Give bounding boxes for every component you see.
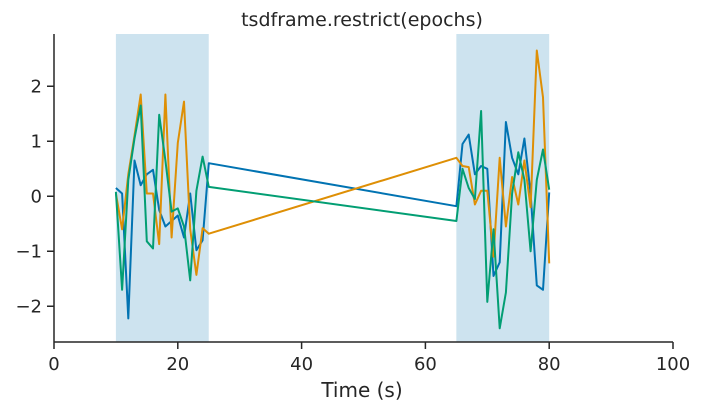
y-tick-label: 1 [31, 131, 42, 152]
series-line-2 [114, 49, 551, 276]
x-tick-label: 60 [414, 354, 437, 375]
x-tick-label: 100 [656, 354, 690, 375]
axes: 0 20 40 60 80 100 −2 −1 0 1 2 [15, 34, 690, 375]
x-tick-label: 80 [538, 354, 561, 375]
series-line-3 [114, 104, 551, 330]
y-tick-label: 0 [31, 186, 42, 207]
x-tick-label: 20 [166, 354, 189, 375]
x-axis-label: Time (s) [320, 378, 402, 402]
x-tick-label: 0 [48, 354, 59, 375]
series-lines [114, 49, 551, 330]
chart-title: tsdframe.restrict(epochs) [241, 9, 483, 31]
x-tick-label: 40 [290, 354, 313, 375]
series-line-1 [115, 121, 551, 320]
y-tick-label: −1 [15, 241, 42, 262]
y-tick-label: −2 [15, 296, 42, 317]
y-tick-label: 2 [31, 76, 42, 97]
